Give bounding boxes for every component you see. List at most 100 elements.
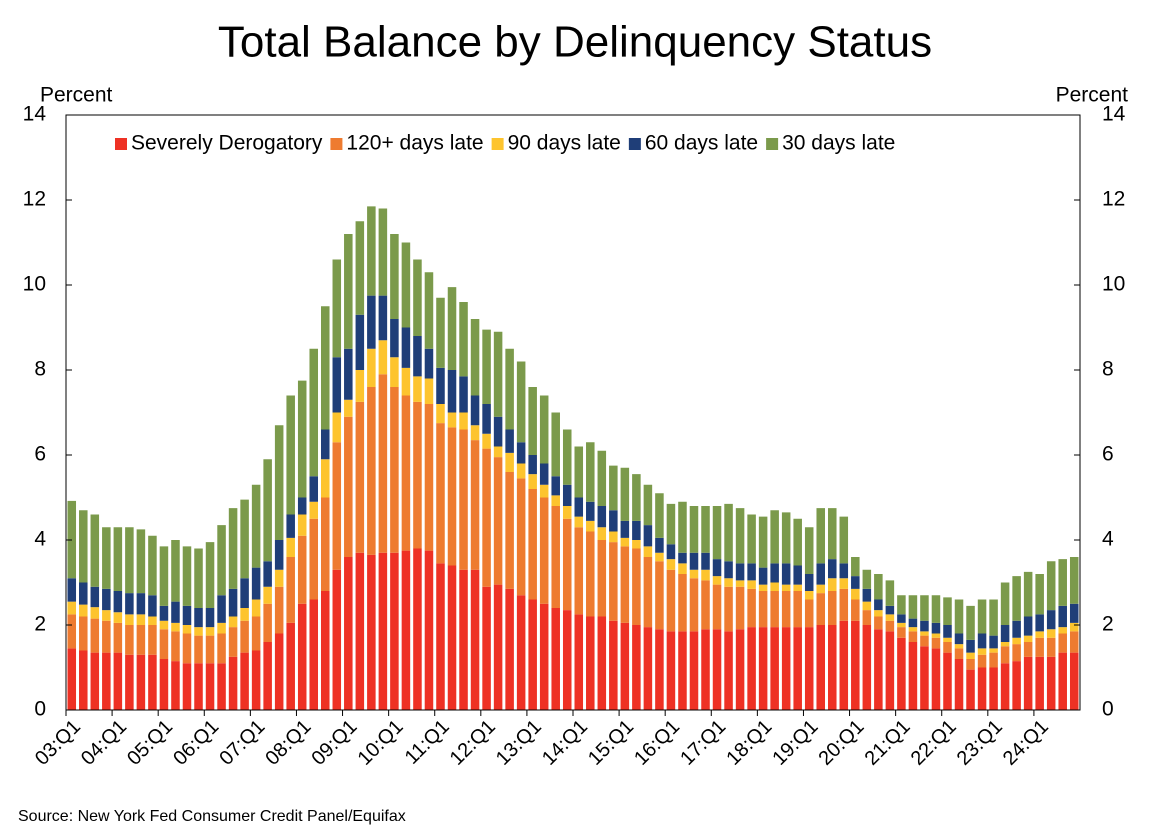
bar-segment	[1069, 652, 1079, 710]
x-tick-label: 14:Q1	[538, 716, 592, 770]
bar-segment	[182, 663, 192, 710]
bar-segment	[505, 452, 514, 472]
bar-segment	[747, 563, 756, 581]
y2-tick-label: 6	[1102, 443, 1114, 466]
bar-segment	[240, 499, 249, 579]
bar-segment	[1058, 627, 1067, 634]
bar-segment	[885, 614, 895, 621]
bar-segment	[136, 654, 146, 710]
bar-segment	[816, 563, 826, 585]
bar-segment	[367, 387, 376, 555]
bar-segment	[102, 620, 111, 653]
bar-segment	[159, 629, 169, 659]
bar-segment	[747, 580, 756, 589]
bar-segment	[666, 503, 676, 545]
bar-segment	[862, 625, 872, 710]
bar-segment	[102, 610, 111, 621]
bar-segment	[793, 518, 802, 566]
bar-segment	[205, 627, 215, 636]
bar-segment	[574, 516, 584, 528]
bar-segment	[666, 559, 676, 570]
bar-segment	[309, 599, 319, 710]
y2-tick-label: 4	[1102, 528, 1114, 551]
bar-segment	[632, 540, 641, 549]
bar-segment	[1035, 574, 1044, 615]
bar-segment	[1035, 614, 1044, 632]
bar-segment	[355, 221, 365, 315]
bar-segment	[816, 508, 826, 564]
bar-segment	[655, 629, 664, 710]
bar-segment	[574, 614, 584, 710]
bar-segment	[228, 627, 238, 657]
bar-segment	[931, 633, 941, 638]
bar-segment	[735, 563, 745, 581]
bar-segment	[493, 446, 503, 458]
bar-segment	[125, 654, 134, 710]
bar-segment	[689, 506, 699, 553]
bar-segment	[102, 588, 111, 611]
bar-segment	[804, 591, 814, 600]
x-tick-label: 23:Q1	[953, 716, 1007, 770]
bar-segment	[401, 550, 411, 710]
bar-segment	[67, 578, 77, 602]
bar-segment	[758, 591, 768, 628]
bar-segment	[689, 552, 699, 570]
bar-segment	[482, 329, 491, 404]
bar-segment	[413, 259, 422, 336]
bar-segment	[424, 378, 434, 404]
bar-segment	[966, 605, 975, 640]
bar-segment	[309, 348, 319, 477]
bar-segment	[920, 631, 929, 636]
bar-segment	[1012, 620, 1021, 638]
bar-segment	[586, 501, 595, 521]
bar-segment	[712, 629, 722, 710]
bar-segment	[297, 514, 307, 536]
bar-segment	[67, 648, 77, 710]
bar-segment	[79, 650, 88, 710]
bar-segment	[609, 510, 618, 532]
bar-segment	[1023, 571, 1033, 617]
y-axis-label: Percent	[40, 84, 113, 107]
bar-segment	[309, 476, 319, 502]
bar-segment	[148, 535, 157, 596]
bar-segment	[413, 376, 422, 402]
bar-segment	[632, 625, 641, 710]
bar-segment	[620, 546, 630, 623]
x-tick-label: 06:Q1	[169, 716, 223, 770]
bar-segment	[205, 635, 215, 664]
bar-segment	[1023, 635, 1033, 642]
bar-segment	[885, 605, 895, 615]
bar-segment	[297, 380, 307, 498]
bar-segment	[1035, 656, 1044, 710]
bar-segment	[217, 663, 226, 710]
bar-segment	[470, 319, 480, 396]
bar-segment	[1069, 557, 1079, 604]
x-tick-label: 03:Q1	[31, 716, 85, 770]
bar-segment	[943, 597, 952, 625]
bar-segment	[655, 561, 664, 630]
bar-segment	[712, 576, 722, 585]
bar-segment	[689, 569, 699, 579]
bar-segment	[528, 474, 537, 489]
bar-segment	[770, 582, 779, 591]
x-tick-label: 09:Q1	[307, 716, 361, 770]
bar-segment	[931, 622, 941, 634]
bar-segment	[171, 622, 180, 632]
bar-segment	[827, 591, 837, 625]
bar-segment	[470, 440, 480, 570]
bar-segment	[274, 569, 284, 587]
bar-segment	[816, 625, 826, 710]
bar-segment	[125, 593, 134, 615]
bar-segment	[770, 510, 779, 564]
bar-segment	[724, 631, 733, 710]
bar-segment	[793, 584, 802, 591]
bar-segment	[1069, 603, 1079, 623]
bar-segment	[632, 474, 641, 521]
bar-segment	[516, 478, 526, 596]
bar-segment	[413, 336, 422, 377]
bar-segment	[263, 561, 272, 587]
bar-segment	[966, 669, 975, 710]
bar-segment	[851, 620, 860, 710]
bar-segment	[597, 506, 607, 528]
bar-segment	[79, 510, 88, 583]
